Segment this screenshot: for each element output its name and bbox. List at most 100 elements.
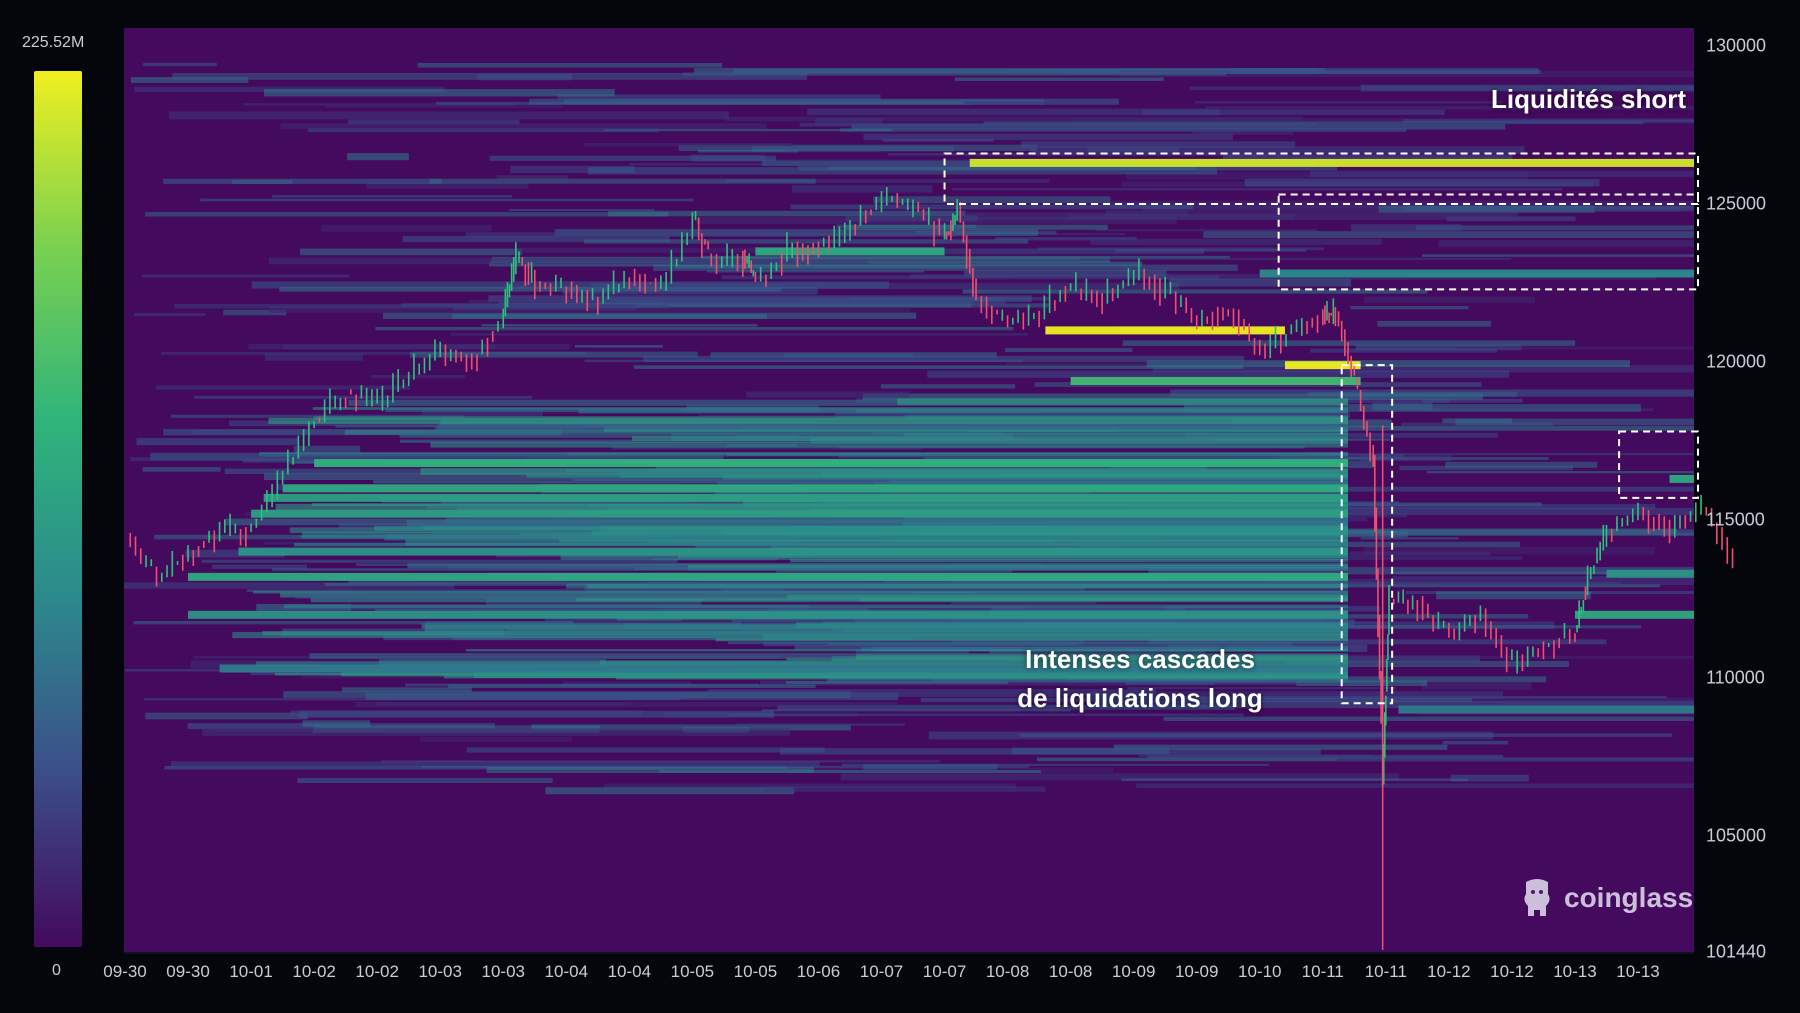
- liquidity-streak: [133, 621, 574, 625]
- liquidity-streak: [136, 438, 298, 446]
- liquidity-streak: [293, 445, 361, 453]
- liquidity-streak: [1037, 247, 1324, 251]
- liquidity-streak: [185, 549, 285, 558]
- x-tick-label: 10-07: [922, 962, 967, 981]
- liquidity-streak: [466, 747, 825, 753]
- y-tick-label: 115000: [1706, 509, 1765, 530]
- liquidity-streak: [1264, 578, 1694, 585]
- liquidity-streak: [1148, 567, 1694, 575]
- liquidity-streak: [374, 525, 1349, 531]
- liquidity-streak: [863, 133, 1233, 141]
- liquidity-streak: [1287, 584, 1660, 588]
- liquidity-streak: [302, 720, 371, 727]
- liquidity-streak: [604, 128, 893, 132]
- liquidity-streak: [202, 728, 791, 736]
- liquidity-streak: [1020, 141, 1296, 148]
- liquidity-streak: [1350, 306, 1469, 310]
- liquidity-streak: [168, 111, 729, 120]
- liquidity-streak: [725, 179, 1050, 183]
- liquidity-streak: [409, 351, 698, 358]
- liquidity-streak: [1121, 778, 1469, 782]
- liquidity-streak: [308, 128, 659, 133]
- liquidity-streak: [962, 289, 1428, 294]
- liquidity-streak: [1127, 687, 1397, 690]
- liquidity-streak: [1346, 556, 1523, 560]
- liquidity-band: [755, 247, 945, 256]
- liquidity-streak: [375, 326, 1014, 331]
- liquidity-streak: [1090, 691, 1504, 699]
- liquidity-band: [188, 572, 1349, 581]
- liquidity-streak: [721, 275, 1220, 280]
- liquidity-streak: [1364, 546, 1655, 555]
- liquidity-streak: [465, 232, 957, 237]
- x-tick-label: 10-10: [1238, 962, 1282, 981]
- liquidity-streak: [545, 787, 795, 795]
- x-tick-label: 10-07: [859, 962, 904, 981]
- liquidity-streak: [815, 118, 882, 126]
- liquidity-band: [314, 459, 1349, 468]
- liquidity-streak: [1190, 529, 1694, 536]
- x-tick-label: 09-30: [103, 962, 147, 981]
- liquidity-streak: [1421, 254, 1694, 257]
- liquidity-streak: [1415, 225, 1694, 231]
- liquidity-streak: [496, 175, 569, 180]
- liquidity-streak: [275, 503, 1349, 510]
- y-tick-label: 101440: [1706, 941, 1767, 962]
- liquidity-streak: [1348, 551, 1491, 557]
- x-tick-label: 10-12: [1427, 962, 1471, 981]
- liquidity-streak: [901, 522, 1349, 528]
- liquidity-streak: [1122, 340, 1576, 346]
- liquidity-streak: [1005, 347, 1133, 353]
- liquidity-streak: [491, 256, 1110, 263]
- liquidity-streak: [342, 687, 472, 692]
- liquidity-streak: [995, 237, 1137, 241]
- liquidity-streak: [845, 215, 978, 222]
- liquidity-streak: [851, 123, 1506, 130]
- liquidity-streak: [248, 343, 570, 350]
- liquidity-streak: [743, 500, 1349, 507]
- liquidity-streak: [309, 653, 1349, 659]
- liquidity-streak: [777, 704, 1236, 710]
- liquidity-streak: [787, 594, 1349, 599]
- highlight-boxes: [943, 152, 1700, 705]
- liquidity-streak: [1445, 461, 1598, 468]
- liquidity-band: [238, 547, 1349, 556]
- annotation-long-line-2: de liquidations long: [1017, 683, 1263, 713]
- liquidity-streak: [1404, 205, 1694, 212]
- liquidity-streak: [212, 564, 307, 569]
- liquidity-streak: [807, 108, 1221, 116]
- liquidity-band: [1606, 569, 1694, 578]
- liquidity-streak: [371, 374, 466, 379]
- colorbar: [34, 71, 82, 947]
- liquidity-streak: [983, 121, 1644, 125]
- liquidity-streak: [688, 564, 1349, 571]
- liquidity-streak: [855, 648, 970, 655]
- liquidity-streak: [355, 702, 898, 708]
- liquidity-streak: [1285, 661, 1570, 667]
- liquidity-streak: [1310, 170, 1694, 178]
- liquidity-streak: [174, 304, 666, 309]
- liquidity-streak: [1170, 389, 1694, 397]
- liquidity-streak: [1125, 504, 1656, 510]
- liquidity-streak: [297, 777, 553, 784]
- liquidity-streak: [1222, 154, 1513, 162]
- liquidity-streak: [1031, 146, 1525, 154]
- x-tick-label: 10-08: [1048, 962, 1093, 981]
- liquidity-streak: [489, 155, 777, 161]
- liquidity-streak: [366, 182, 529, 190]
- liquidity-streak: [559, 539, 1349, 543]
- liquidity-streak: [1148, 639, 1607, 645]
- colorbar-max-label: 225.52M: [22, 34, 85, 51]
- liquidity-streak: [421, 765, 1029, 768]
- highlight-box: [1618, 430, 1700, 499]
- liquidity-streak: [963, 101, 1054, 104]
- liquidity-streak: [1068, 69, 1541, 75]
- liquidity-streak: [924, 457, 1549, 460]
- liquidity-streak: [201, 559, 678, 563]
- liquidity-streak: [838, 455, 1349, 458]
- liquidity-streak: [587, 584, 1349, 589]
- liquidity-streak: [729, 713, 1244, 716]
- liquidity-streak: [927, 370, 1510, 378]
- liquidity-streak: [727, 641, 1349, 645]
